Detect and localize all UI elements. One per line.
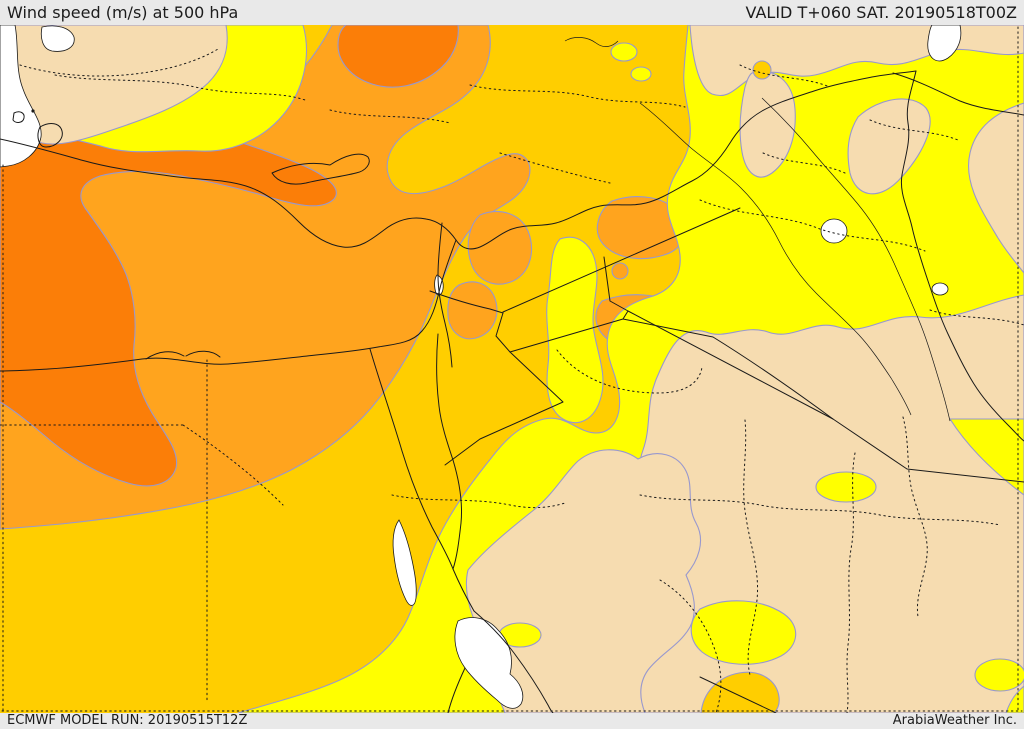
yellow-corner-sliver [1005, 685, 1024, 713]
dark-orange-top-blob [337, 25, 459, 88]
dotted-turkey-2 [54, 74, 306, 101]
border-bottom-right [699, 676, 777, 713]
dotted-topright-2 [869, 119, 959, 141]
gold-spot [752, 60, 772, 80]
wind-map-svg [0, 25, 1024, 713]
island-dot [31, 109, 35, 113]
jordan-iraq-border [603, 256, 629, 320]
nile-delta-west [145, 351, 185, 360]
egypt-red-sea-coast [447, 667, 466, 713]
saudi-iraq-west-border [627, 310, 834, 420]
tigris-river [761, 97, 951, 422]
dotted-sinai [391, 494, 566, 509]
island-outline [12, 111, 25, 123]
dotted-iraq-1 [699, 199, 926, 252]
dotted-nsyria-2 [499, 152, 611, 184]
dotted-turkey-3 [329, 109, 451, 124]
orange-blob-galilee [467, 211, 532, 285]
syria-iraq-border [502, 207, 741, 313]
gulf-aqaba-line [452, 568, 475, 612]
rhodes-outline [37, 123, 63, 148]
lake-assad-squiggle [564, 37, 619, 47]
dotted-saudi-2 [743, 419, 759, 676]
dotted-saudi-5 [659, 579, 722, 713]
yellow-pockets [498, 418, 1024, 713]
dotted-egypt-diag [182, 424, 284, 506]
levant-egypt-coast [0, 239, 457, 372]
sinai-coasts [369, 333, 462, 570]
orange-blob-south [447, 281, 498, 340]
dotted-admin-lines [0, 26, 1024, 713]
nile-delta-east [185, 350, 221, 358]
aegean-sea [0, 25, 42, 168]
dotted-saudi-1 [639, 494, 1001, 526]
wind-map [0, 25, 1024, 713]
map-title: Wind speed (m/s) at 500 hPa [7, 3, 239, 22]
jordan-syria-border [429, 290, 504, 314]
dark-orange-regions [0, 25, 459, 487]
model-run-label: ECMWF MODEL RUN: 20190515T12Z [7, 713, 248, 728]
orange-spot [611, 262, 629, 280]
dotted-nsyria-1 [469, 84, 686, 108]
cream-tongue [739, 71, 796, 178]
reservoir-lake [610, 42, 638, 62]
yellow-jordan-strip [546, 236, 604, 424]
footer-bar: ECMWF MODEL RUN: 20190515T12Z ArabiaWeat… [0, 713, 1024, 729]
cyprus-outline [271, 153, 370, 185]
reservoir-lake-2 [630, 66, 652, 82]
small-lake [931, 282, 949, 296]
orange-blob-syria [596, 196, 686, 260]
turkey-coast-border [0, 70, 917, 250]
jordan-saudi-zigzag [444, 351, 564, 466]
country-borders [0, 37, 1024, 713]
iraq-iran-border [900, 70, 1024, 442]
yellow-pocket-1 [815, 471, 877, 503]
valid-time-label: VALID T+060 SAT. 20190518T00Z [745, 3, 1017, 22]
yellow-pocket-3 [974, 658, 1024, 692]
dotted-jordan-loop [556, 349, 703, 394]
lake-tharthar [820, 218, 848, 244]
cream-right-band [968, 102, 1024, 274]
euphrates-river [639, 102, 912, 416]
header-bar: Wind speed (m/s) at 500 hPa VALID T+060 … [0, 0, 1024, 25]
saudi-red-sea-coast [473, 610, 554, 713]
lake-urmia [927, 25, 962, 62]
iraq-saudi-border [832, 418, 1024, 483]
dotted-turkey-1 [19, 48, 219, 77]
jordan-valley-border [437, 222, 453, 368]
gulf-of-suez [392, 519, 417, 606]
credit-label: ArabiaWeather Inc. [892, 713, 1017, 728]
dotted-saudi-3 [846, 452, 856, 713]
yellow-pocket-2 [690, 600, 797, 665]
dotted-topright-1 [739, 64, 831, 88]
dotted-iraq-2 [929, 309, 1024, 326]
jordan-saudi-border [495, 312, 834, 420]
sea-inlet [40, 25, 75, 52]
turkey-iran-border [892, 72, 1024, 116]
